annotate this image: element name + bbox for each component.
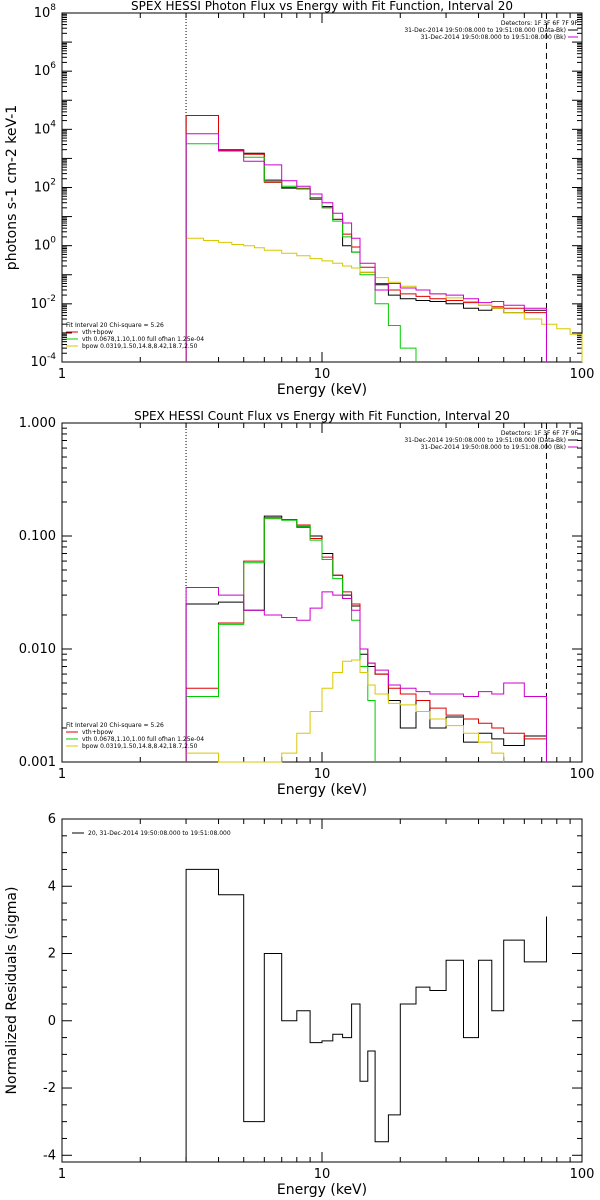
y-tick-label: 0.001 xyxy=(19,755,56,770)
y-tick-label: -2 xyxy=(43,1081,56,1096)
legend-entry: 31-Dec-2014 19:50:08.000 to 19:51:08.000… xyxy=(421,34,566,41)
legend-entry: Fit Interval 20 Chi-square = 5.26 xyxy=(66,322,164,329)
series-line-0 xyxy=(185,515,547,762)
x-tick-label: 100 xyxy=(570,1167,595,1182)
y-tick-label: 0.100 xyxy=(19,529,56,544)
x-tick-label: 1 xyxy=(58,367,66,382)
chart-title: SPEX HESSI Count Flux vs Energy with Fit… xyxy=(134,409,510,423)
series-line-3 xyxy=(185,237,583,362)
y-tick-label: 10-2 xyxy=(30,294,56,312)
x-axis-label: Energy (keV) xyxy=(277,382,367,398)
legend-entry: vth 0.0678,1.10,1.00 full ofhan 1.25e-04 xyxy=(82,736,204,743)
series-line-2 xyxy=(185,143,417,362)
x-tick-label: 10 xyxy=(314,367,331,382)
y-tick-label: 102 xyxy=(34,178,56,196)
legend-entry: Detectors: 1F 3F 6F 7F 9F xyxy=(501,20,579,27)
legend-entry: vth+bpow xyxy=(82,329,113,336)
legend-entry: vth 0.0678,1.10,1.00 full ofhan 1.25e-04 xyxy=(82,336,204,343)
series-line-3 xyxy=(185,659,505,763)
x-tick-label: 1 xyxy=(58,767,66,782)
legend-entry: 31-Dec-2014 19:50:08.000 to 19:51:08.000… xyxy=(421,444,566,451)
series-line-4 xyxy=(185,587,547,762)
x-tick-label: 10 xyxy=(314,767,331,782)
legend-entry: bpow 0.0319,1.50,14.8,8.42,18.7,2.50 xyxy=(82,343,198,350)
x-tick-label: 1 xyxy=(58,1167,66,1182)
y-tick-label: 108 xyxy=(34,3,57,21)
y-axis-label: Normalized Residuals (sigma) xyxy=(4,887,20,1095)
legend-entry: 20, 31-Dec-2014 19:50:08.000 to 19:51:08… xyxy=(88,830,231,837)
y-tick-label: 6 xyxy=(48,812,56,827)
legend-entry: bpow 0.0319,1.50,14.8,8.42,18.7,2.50 xyxy=(82,743,198,750)
y-tick-label: 1.000 xyxy=(19,416,56,431)
y-tick-label: 0 xyxy=(48,1014,56,1029)
series-line-0 xyxy=(185,115,547,362)
legend-entry: Detectors: 1F 3F 6F 7F 9F xyxy=(501,430,579,437)
series-line-1 xyxy=(185,517,547,762)
series-line-0 xyxy=(185,868,547,1162)
x-tick-label: 100 xyxy=(570,767,595,782)
x-tick-label: 10 xyxy=(314,1167,331,1182)
series-line-4 xyxy=(185,133,547,362)
y-tick-label: 106 xyxy=(34,61,57,79)
x-tick-label: 100 xyxy=(570,367,595,382)
series-line-2 xyxy=(185,518,376,762)
legend-entry: 31-Dec-2014 19:50:08.000 to 19:51:08.000… xyxy=(404,27,566,34)
legend-entry: 31-Dec-2014 19:50:08.000 to 19:51:08.000… xyxy=(404,437,566,444)
y-tick-label: 104 xyxy=(34,119,57,137)
y-tick-label: 0.010 xyxy=(19,642,56,657)
y-axis-label: photons s-1 cm-2 keV-1 xyxy=(4,105,20,270)
x-axis-label: Energy (keV) xyxy=(277,1182,367,1198)
legend-entry: Fit Interval 20 Chi-square = 5.26 xyxy=(66,722,164,729)
series-line-1 xyxy=(185,115,547,362)
y-tick-label: 100 xyxy=(34,236,57,254)
y-tick-label: -4 xyxy=(43,1148,56,1163)
y-tick-label: 2 xyxy=(48,947,56,962)
x-axis-label: Energy (keV) xyxy=(277,782,367,798)
y-tick-label: 10-4 xyxy=(30,352,56,370)
y-tick-label: 4 xyxy=(48,879,56,894)
legend-entry: vth+bpow xyxy=(82,729,113,736)
chart-title: SPEX HESSI Photon Flux vs Energy with Fi… xyxy=(131,0,513,13)
